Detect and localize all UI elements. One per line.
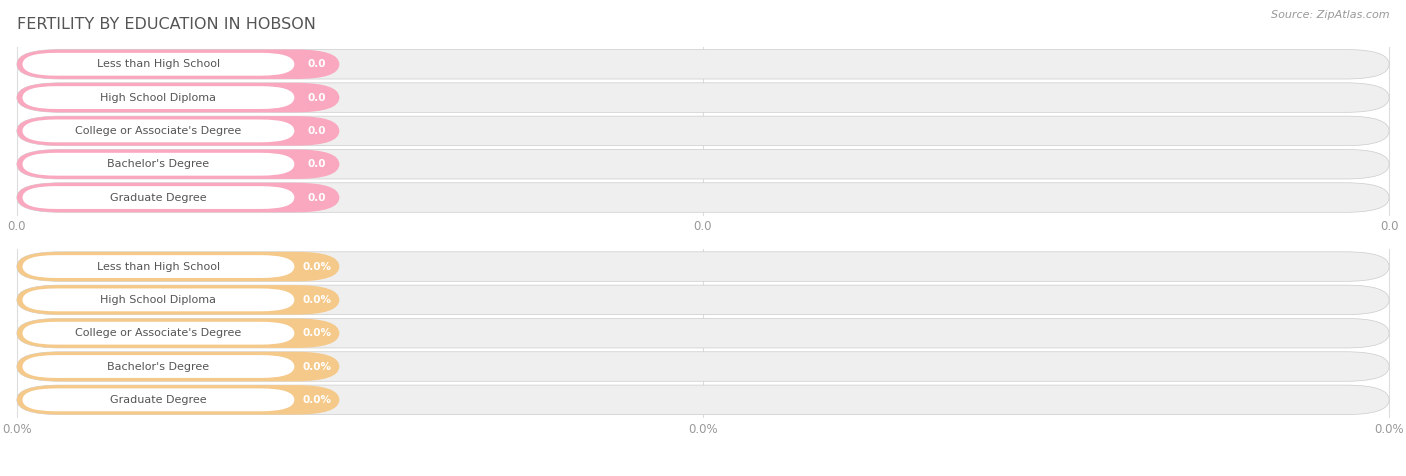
- FancyBboxPatch shape: [17, 183, 1389, 212]
- Text: 0.0%: 0.0%: [302, 395, 332, 405]
- FancyBboxPatch shape: [22, 153, 294, 176]
- FancyBboxPatch shape: [17, 385, 339, 415]
- FancyBboxPatch shape: [17, 352, 339, 381]
- FancyBboxPatch shape: [17, 352, 1389, 381]
- FancyBboxPatch shape: [17, 83, 339, 112]
- Text: 0.0: 0.0: [693, 220, 713, 233]
- Text: 0.0: 0.0: [308, 192, 326, 203]
- Text: High School Diploma: High School Diploma: [100, 92, 217, 103]
- FancyBboxPatch shape: [22, 288, 294, 311]
- Text: Less than High School: Less than High School: [97, 59, 219, 69]
- FancyBboxPatch shape: [17, 116, 1389, 146]
- Text: 0.0: 0.0: [1379, 220, 1399, 233]
- Text: 0.0: 0.0: [308, 126, 326, 136]
- FancyBboxPatch shape: [22, 186, 294, 209]
- FancyBboxPatch shape: [17, 285, 1389, 315]
- Text: Graduate Degree: Graduate Degree: [110, 192, 207, 203]
- FancyBboxPatch shape: [17, 385, 1389, 415]
- FancyBboxPatch shape: [22, 119, 294, 142]
- Text: 0.0%: 0.0%: [1, 423, 32, 436]
- FancyBboxPatch shape: [17, 50, 339, 79]
- Text: 0.0: 0.0: [308, 159, 326, 169]
- FancyBboxPatch shape: [22, 86, 294, 109]
- Text: 0.0%: 0.0%: [302, 261, 332, 272]
- Text: Bachelor's Degree: Bachelor's Degree: [107, 361, 209, 372]
- Text: 0.0: 0.0: [308, 92, 326, 103]
- FancyBboxPatch shape: [17, 318, 339, 348]
- FancyBboxPatch shape: [17, 50, 1389, 79]
- Text: 0.0: 0.0: [308, 59, 326, 69]
- FancyBboxPatch shape: [22, 322, 294, 345]
- FancyBboxPatch shape: [17, 149, 339, 179]
- Text: Bachelor's Degree: Bachelor's Degree: [107, 159, 209, 169]
- Text: Graduate Degree: Graduate Degree: [110, 395, 207, 405]
- FancyBboxPatch shape: [17, 83, 1389, 112]
- FancyBboxPatch shape: [17, 149, 1389, 179]
- FancyBboxPatch shape: [17, 252, 339, 281]
- Text: College or Associate's Degree: College or Associate's Degree: [76, 126, 242, 136]
- Text: 0.0: 0.0: [7, 220, 27, 233]
- FancyBboxPatch shape: [22, 355, 294, 378]
- FancyBboxPatch shape: [17, 116, 339, 146]
- Text: 0.0%: 0.0%: [1374, 423, 1405, 436]
- FancyBboxPatch shape: [17, 252, 1389, 281]
- FancyBboxPatch shape: [22, 53, 294, 76]
- Text: Source: ZipAtlas.com: Source: ZipAtlas.com: [1271, 10, 1389, 20]
- Text: FERTILITY BY EDUCATION IN HOBSON: FERTILITY BY EDUCATION IN HOBSON: [17, 17, 316, 32]
- FancyBboxPatch shape: [22, 388, 294, 411]
- Text: 0.0%: 0.0%: [302, 328, 332, 338]
- FancyBboxPatch shape: [17, 183, 339, 212]
- FancyBboxPatch shape: [17, 285, 339, 315]
- Text: College or Associate's Degree: College or Associate's Degree: [76, 328, 242, 338]
- Text: Less than High School: Less than High School: [97, 261, 219, 272]
- Text: High School Diploma: High School Diploma: [100, 295, 217, 305]
- Text: 0.0%: 0.0%: [688, 423, 718, 436]
- FancyBboxPatch shape: [17, 318, 1389, 348]
- Text: 0.0%: 0.0%: [302, 361, 332, 372]
- FancyBboxPatch shape: [22, 255, 294, 278]
- Text: 0.0%: 0.0%: [302, 295, 332, 305]
